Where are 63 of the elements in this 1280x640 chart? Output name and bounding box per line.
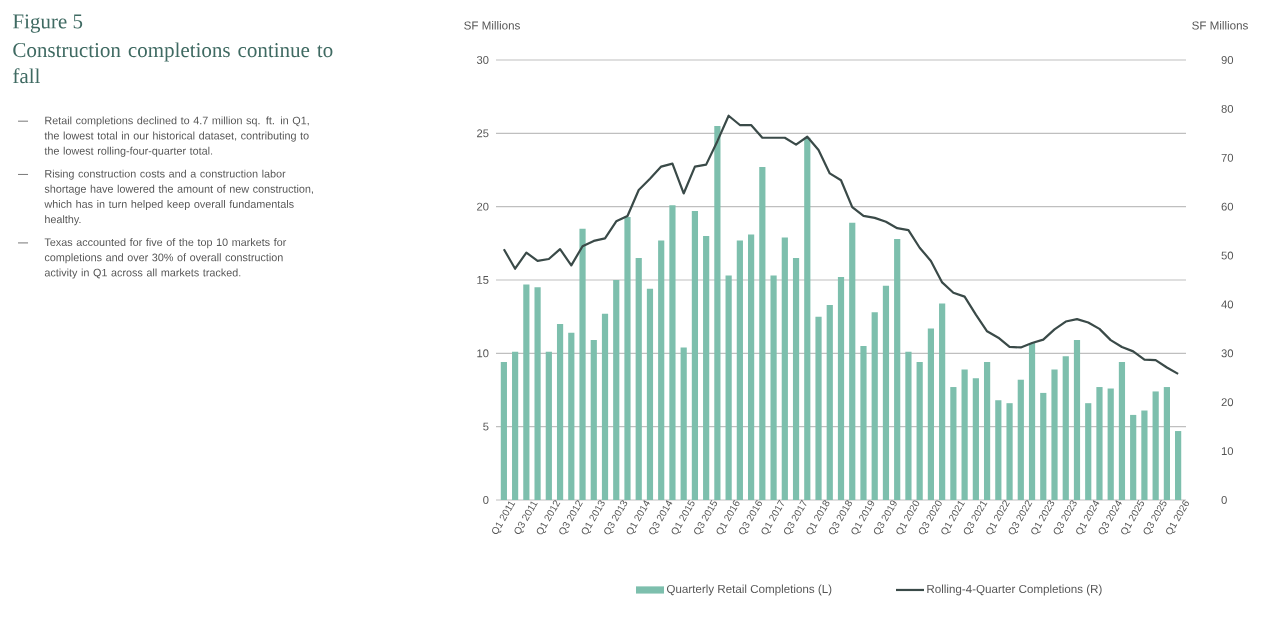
bar [950,387,957,500]
bar [1006,403,1013,500]
bar [601,313,609,500]
bar [1118,362,1126,500]
bar [837,277,845,500]
bar [792,257,800,500]
bar [882,285,890,500]
bar [894,238,901,500]
bar [1085,403,1092,500]
bar [703,235,710,500]
bar [995,400,1002,500]
bar [1107,388,1114,500]
bar [983,362,991,500]
bar [826,304,833,500]
bar [1017,379,1024,500]
bar [860,345,867,500]
bar [736,240,743,500]
text: Figure 5 [13,14,83,33]
bar [556,323,564,500]
bar [523,284,530,500]
bar [1141,410,1148,500]
bar [770,275,777,500]
bar [804,137,811,500]
bar [1028,343,1036,500]
bar [725,275,732,500]
bar [590,340,597,500]
bar [939,303,946,500]
bar [646,288,654,500]
bar [871,312,878,500]
bar [972,378,979,500]
bar [534,287,541,500]
bar [1051,369,1058,500]
bar [961,369,968,500]
text: Construction completions continue to fall [13,42,333,84]
bar [680,347,687,500]
bar [579,228,586,500]
bar [669,205,676,500]
bar [916,362,923,500]
bar [691,211,699,500]
bar [568,332,575,500]
bar [500,362,507,500]
bar [624,216,631,500]
bar [1062,356,1069,500]
bar [545,351,552,500]
bar [714,125,721,500]
bar [1163,387,1170,500]
bar [849,222,856,500]
bar [759,167,766,500]
bar [905,351,912,500]
bar [512,351,519,500]
bar [927,328,934,500]
bar [748,234,755,500]
bar [1130,414,1137,500]
bar [658,240,665,500]
bar [1073,340,1081,500]
bar [1152,391,1159,500]
bar [815,316,822,500]
bar [1040,392,1047,500]
bar [613,279,620,500]
bar [1096,387,1103,500]
bar [781,237,788,500]
bar [1175,431,1182,500]
bar [635,257,642,500]
